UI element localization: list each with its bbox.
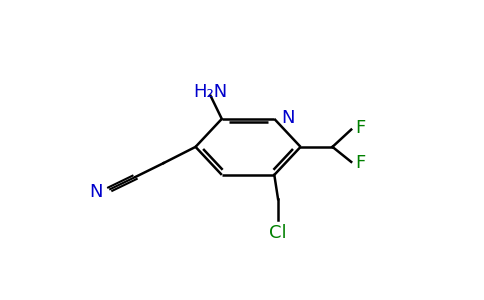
Text: H₂N: H₂N bbox=[194, 83, 227, 101]
Text: N: N bbox=[281, 109, 295, 127]
Text: F: F bbox=[355, 154, 365, 172]
Text: N: N bbox=[89, 183, 103, 201]
Text: F: F bbox=[355, 119, 365, 137]
Text: Cl: Cl bbox=[269, 224, 287, 242]
